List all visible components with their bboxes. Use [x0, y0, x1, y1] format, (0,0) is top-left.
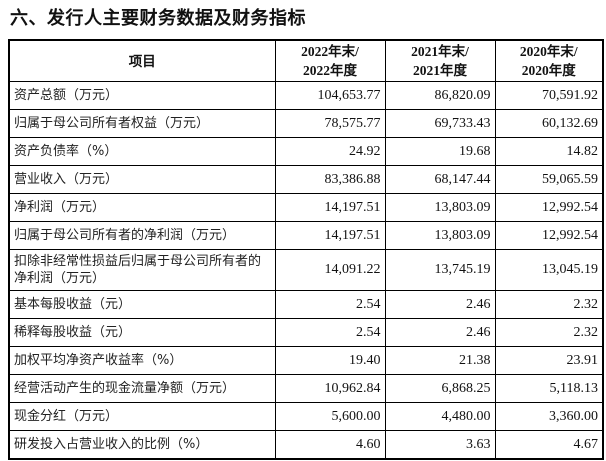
row-value: 2.46 [384, 290, 496, 319]
row-value: 2.32 [494, 290, 604, 319]
table-row: 扣除非经常性损益后归属于母公司所有者的净利润（万元） 14,091.22 13,74… [8, 249, 604, 291]
row-value: 3.63 [384, 430, 496, 460]
table-row: 资产负债率（%） 24.92 19.68 14.82 [8, 137, 604, 166]
row-label: 基本每股收益（元） [8, 290, 276, 319]
row-value: 14,197.51 [274, 193, 386, 222]
row-value: 10,962.84 [274, 374, 386, 403]
column-header-year: 2022年末/ 2022年度 [274, 39, 386, 82]
row-value: 14,091.22 [274, 249, 386, 291]
row-value: 86,820.09 [384, 81, 496, 110]
row-value: 13,745.19 [384, 249, 496, 291]
row-label: 净利润（万元） [8, 193, 276, 222]
table-row: 归属于母公司所有者的净利润（万元） 14,197.51 13,803.09 12,99… [8, 221, 604, 250]
row-value: 13,045.19 [494, 249, 604, 291]
row-value: 6,868.25 [384, 374, 496, 403]
row-value: 12,992.54 [494, 221, 604, 250]
row-label: 资产负债率（%） [8, 137, 276, 166]
row-label: 稀释每股收益（元） [8, 318, 276, 347]
row-value: 2.54 [274, 290, 386, 319]
row-label: 资产总额（万元） [8, 81, 276, 110]
row-label: 经营活动产生的现金流量净额（万元） [8, 374, 276, 403]
row-value: 104,653.77 [274, 81, 386, 110]
table-row: 基本每股收益（元） 2.54 2.46 2.32 [8, 290, 604, 319]
row-label: 归属于母公司所有者的净利润（万元） [8, 221, 276, 250]
row-value: 21.38 [384, 346, 496, 375]
row-label: 归属于母公司所有者权益（万元） [8, 109, 276, 138]
table-row: 归属于母公司所有者权益（万元） 78,575.77 69,733.43 60,132.… [8, 109, 604, 138]
column-header-year: 2021年末/ 2021年度 [384, 39, 496, 82]
row-value: 14.82 [494, 137, 604, 166]
row-value: 19.68 [384, 137, 496, 166]
column-header-item: 项目 [8, 39, 276, 82]
row-value: 2.32 [494, 318, 604, 347]
row-value: 23.91 [494, 346, 604, 375]
row-value: 78,575.77 [274, 109, 386, 138]
row-value: 5,600.00 [274, 402, 386, 431]
section-title: 六、发行人主要财务数据及财务指标 [10, 8, 306, 29]
table-row: 净利润（万元） 14,197.51 13,803.09 12,992.54 [8, 193, 604, 222]
row-label: 加权平均净资产收益率（%） [8, 346, 276, 375]
column-header-year: 2020年末/ 2020年度 [494, 39, 604, 82]
row-value: 4.60 [274, 430, 386, 460]
table-row: 稀释每股收益（元） 2.54 2.46 2.32 [8, 318, 604, 347]
row-value: 5,118.13 [494, 374, 604, 403]
row-value: 83,386.88 [274, 165, 386, 194]
table-row: 加权平均净资产收益率（%） 19.40 21.38 23.91 [8, 346, 604, 375]
row-value: 19.40 [274, 346, 386, 375]
financial-table: 项目 2022年末/ 2022年度 2021年末/ 2021年度 2020年末/ 20… [8, 39, 604, 460]
table-row: 研发投入占营业收入的比例（%） 4.60 3.63 4.67 [8, 430, 604, 460]
row-value: 12,992.54 [494, 193, 604, 222]
row-value: 60,132.69 [494, 109, 604, 138]
table-row: 现金分红（万元） 5,600.00 4,480.00 3,360.00 [8, 402, 604, 431]
row-value: 68,147.44 [384, 165, 496, 194]
row-value: 13,803.09 [384, 193, 496, 222]
row-label: 营业收入（万元） [8, 165, 276, 194]
table-row: 经营活动产生的现金流量净额（万元） 10,962.84 6,868.25 5,118.… [8, 374, 604, 403]
row-label: 现金分红（万元） [8, 402, 276, 431]
row-label: 研发投入占营业收入的比例（%） [8, 430, 276, 460]
row-value: 4,480.00 [384, 402, 496, 431]
row-value: 70,591.92 [494, 81, 604, 110]
row-value: 14,197.51 [274, 221, 386, 250]
row-value: 2.46 [384, 318, 496, 347]
row-value: 4.67 [494, 430, 604, 460]
table-header-row: 项目 2022年末/ 2022年度 2021年末/ 2021年度 2020年末/ 20… [8, 39, 604, 82]
row-value: 13,803.09 [384, 221, 496, 250]
row-label: 扣除非经常性损益后归属于母公司所有者的净利润（万元） [8, 249, 276, 291]
row-value: 24.92 [274, 137, 386, 166]
row-value: 3,360.00 [494, 402, 604, 431]
row-value: 59,065.59 [494, 165, 604, 194]
row-value: 69,733.43 [384, 109, 496, 138]
table-row: 资产总额（万元） 104,653.77 86,820.09 70,591.92 [8, 81, 604, 110]
row-value: 2.54 [274, 318, 386, 347]
table-row: 营业收入（万元） 83,386.88 68,147.44 59,065.59 [8, 165, 604, 194]
